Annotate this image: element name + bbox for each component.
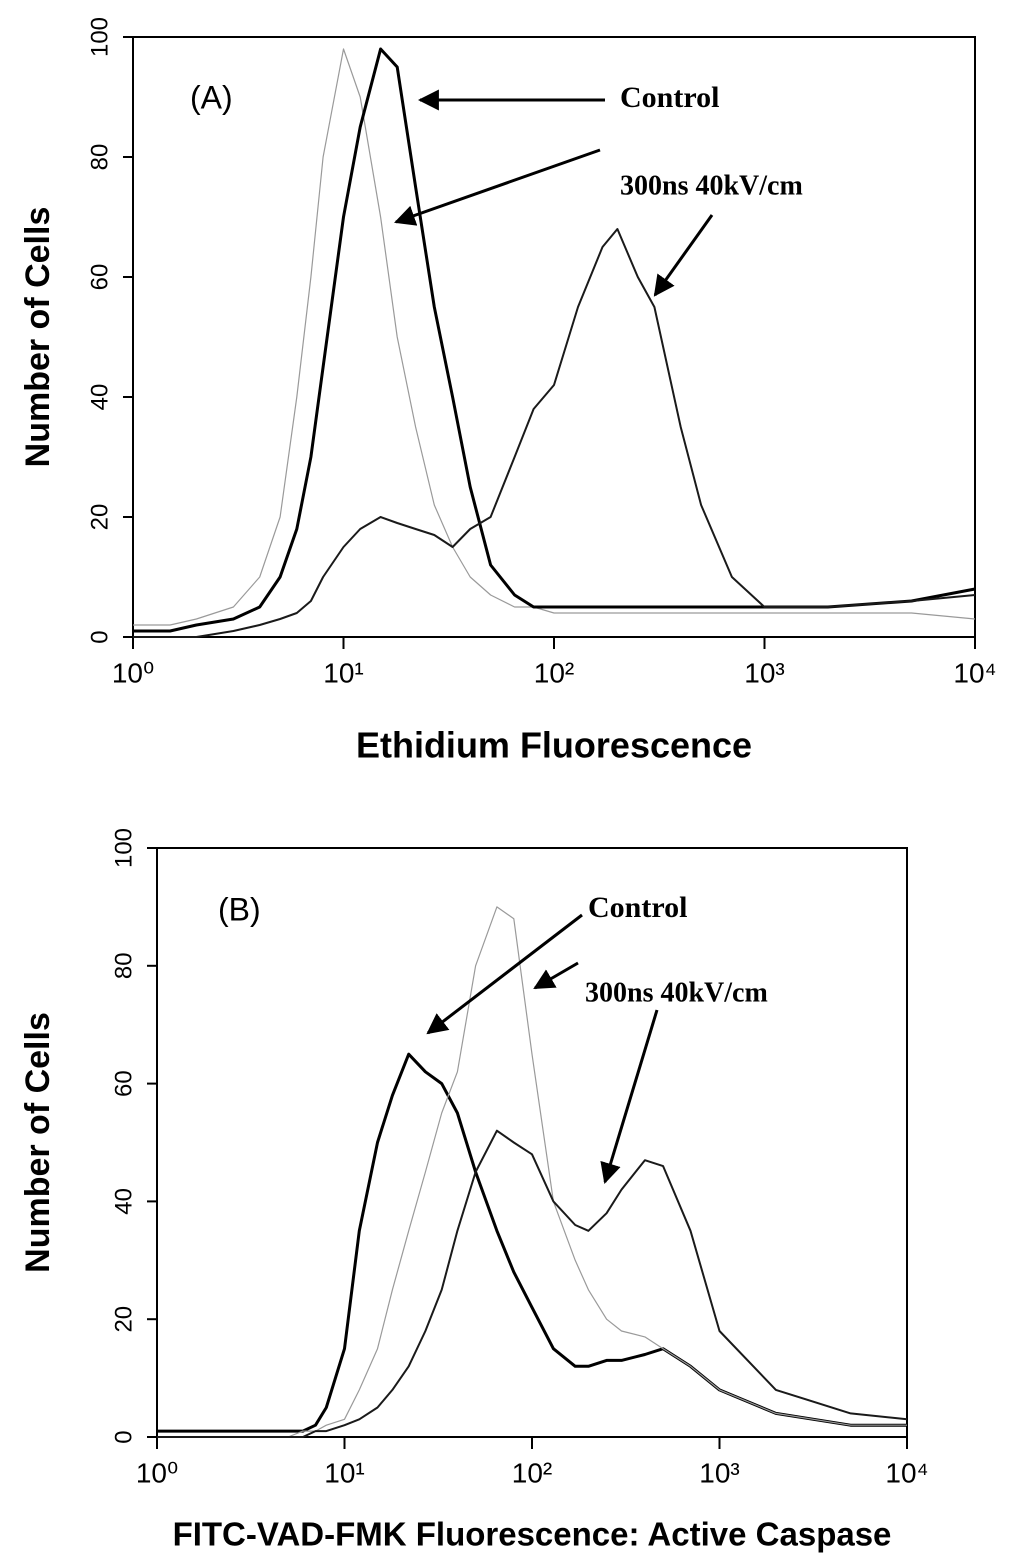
annotation: (B) xyxy=(218,891,261,927)
x-tick-label: 10⁴ xyxy=(885,1457,928,1488)
y-tick-label: 20 xyxy=(110,1306,137,1333)
x-axis-label: Ethidium Fluorescence xyxy=(356,725,752,766)
y-tick-label: 40 xyxy=(86,384,113,411)
x-tick-label: 10⁰ xyxy=(136,1457,178,1488)
arrow xyxy=(533,961,579,990)
y-tick-label: 100 xyxy=(86,17,113,57)
y-axis-label: Number of Cells xyxy=(19,1012,57,1273)
y-tick-label: 80 xyxy=(86,144,113,171)
arrow xyxy=(600,1009,659,1185)
histogram-line xyxy=(133,48,976,626)
arrow xyxy=(653,214,714,297)
histogram-line xyxy=(133,47,976,633)
y-tick-label: 60 xyxy=(110,1070,137,1097)
x-tick-label: 10⁴ xyxy=(953,657,996,688)
annotation: 300ns 40kV/cm xyxy=(620,170,803,201)
plot-frame xyxy=(156,847,908,1438)
histogram-line xyxy=(157,1129,908,1438)
histogram-line xyxy=(157,906,907,1438)
arrow xyxy=(426,913,583,1035)
x-tick-label: 10³ xyxy=(699,1457,739,1488)
x-tick-label: 10¹ xyxy=(324,1457,364,1488)
y-tick-label: 60 xyxy=(86,264,113,291)
x-axis-label: FITC-VAD-FMK Fluorescence: Active Caspas… xyxy=(173,1516,892,1553)
annotation: Control xyxy=(620,81,719,114)
y-tick-label: 0 xyxy=(86,630,113,643)
y-axis-label: Number of Cells xyxy=(19,207,57,468)
x-tick-label: 10² xyxy=(512,1457,552,1488)
y-tick-label: 80 xyxy=(110,952,137,979)
y-tick-label: 40 xyxy=(110,1188,137,1215)
annotation: (A) xyxy=(190,79,233,115)
x-tick-label: 10¹ xyxy=(323,657,363,688)
histogram-line xyxy=(157,1052,907,1433)
x-tick-label: 10³ xyxy=(744,657,784,688)
y-tick-label: 20 xyxy=(86,504,113,531)
histogram-line xyxy=(133,228,976,638)
x-tick-label: 10² xyxy=(534,657,574,688)
x-tick-label: 10⁰ xyxy=(112,657,154,688)
plot-frame xyxy=(132,36,976,638)
annotation: 300ns 40kV/cm xyxy=(585,977,768,1008)
y-tick-label: 0 xyxy=(110,1430,137,1443)
arrow xyxy=(394,148,601,226)
y-tick-label: 100 xyxy=(110,828,137,868)
annotation: Control xyxy=(588,891,687,924)
